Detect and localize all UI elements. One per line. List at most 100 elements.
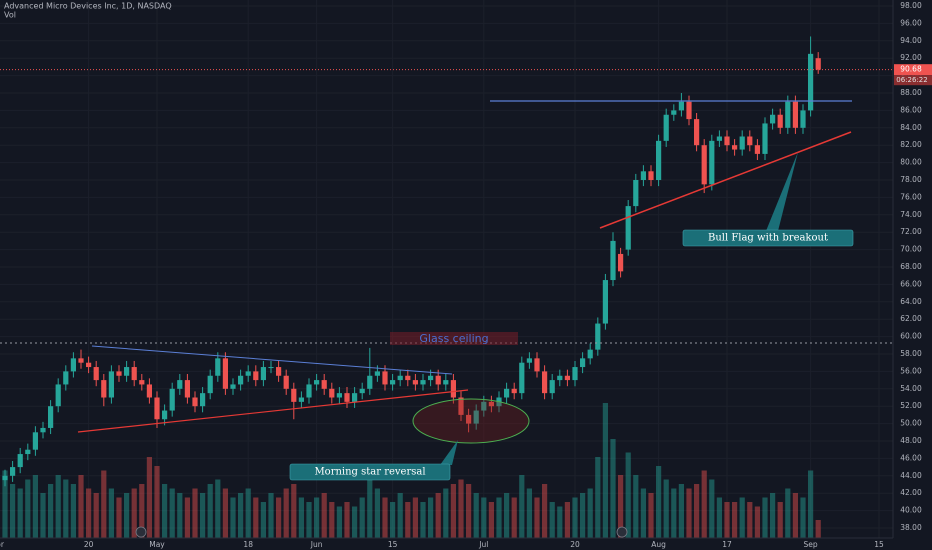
volume-bar (374, 488, 380, 538)
volume-bar (808, 470, 814, 538)
volume-bar (238, 493, 244, 538)
volume-bar (192, 488, 198, 538)
volume-bar (511, 497, 517, 538)
candle-body (663, 114, 669, 141)
candle-body (678, 101, 684, 111)
y-tick-label: 60.00 (900, 332, 922, 341)
volume-bar (754, 506, 760, 538)
candle-body (640, 171, 646, 180)
volume-bar (93, 493, 99, 538)
volume-bar (359, 497, 365, 538)
event-marker[interactable] (135, 526, 147, 538)
y-tick-label: 40.00 (900, 506, 922, 515)
last-price-box (894, 64, 932, 76)
candle-body (481, 401, 487, 411)
volume-bar (207, 484, 213, 538)
y-tick-label: 48.00 (900, 436, 922, 445)
trend-line (77, 389, 469, 433)
volume-bar (762, 497, 768, 538)
candle-body (192, 397, 198, 407)
candle-body (131, 367, 137, 381)
volume-bar (542, 484, 548, 538)
y-tick-label: 54.00 (900, 384, 922, 393)
candle-body (291, 388, 297, 402)
volume-pane (2, 403, 821, 538)
candle-body (412, 380, 418, 385)
volume-bar (268, 493, 274, 538)
candle-body (367, 375, 373, 389)
candle-body (238, 375, 244, 385)
candle-body (450, 380, 456, 398)
candle-body (587, 349, 593, 359)
volume-bar (701, 470, 707, 538)
volume-bar (534, 497, 540, 538)
candle-body (55, 384, 61, 407)
x-tick-label: May (149, 540, 165, 549)
y-tick-label: 80.00 (900, 158, 922, 167)
candle-body (443, 380, 449, 385)
event-marker[interactable] (616, 526, 628, 538)
candle-body (321, 380, 327, 389)
volume-bar (245, 488, 251, 538)
volume-bar (625, 452, 631, 538)
annotation-box (289, 463, 451, 481)
candle-body (336, 393, 342, 398)
volume-bar (253, 497, 259, 538)
candle-body (177, 380, 183, 389)
volume-bar (640, 488, 646, 538)
annotation: Glass ceiling (419, 332, 488, 345)
volume-bar (412, 497, 418, 538)
candle-body (557, 375, 563, 381)
volume-bar (747, 502, 753, 538)
volume-bar (587, 488, 593, 538)
y-tick-label: 38.00 (900, 523, 922, 532)
candle-body (466, 414, 472, 424)
candle-body (200, 393, 206, 407)
volume-bar (101, 470, 107, 538)
volume-label: Vol (4, 11, 16, 20)
y-tick-label: 42.00 (900, 488, 922, 497)
volume-bar (770, 493, 776, 538)
y-tick-label: 84.00 (900, 123, 922, 132)
volume-bar (473, 493, 479, 538)
volume-bar (184, 497, 190, 538)
candle-body (352, 393, 358, 402)
volume-bar (390, 502, 396, 538)
volume-bar (260, 502, 266, 538)
candle-body (633, 180, 639, 207)
volume-bar (40, 493, 46, 538)
volume-bar (10, 484, 16, 538)
candle-body (405, 375, 411, 381)
candle-body (169, 388, 175, 411)
volume-bar (496, 497, 502, 538)
y-tick-label: 50.00 (900, 419, 922, 428)
volume-bar (291, 484, 297, 538)
volume-bar (352, 506, 358, 538)
candle-body (511, 388, 517, 394)
volume-bar (276, 497, 282, 538)
volume-bar (63, 479, 69, 538)
candle-body (397, 375, 403, 381)
volume-bar (519, 475, 525, 538)
volume-bar (139, 484, 145, 538)
volume-bar (724, 502, 730, 538)
volume-bar (458, 479, 464, 538)
volume-bar (656, 466, 662, 538)
volume-bar (230, 497, 236, 538)
x-tick-label: Sep (804, 540, 818, 549)
volume-bar (694, 484, 700, 538)
volume-bar (17, 488, 23, 538)
volume-bar (329, 502, 335, 538)
callout-pointer (440, 440, 458, 465)
candle-body (2, 475, 8, 481)
volume-bar (564, 502, 570, 538)
annotation-box (682, 229, 854, 247)
candle-body (800, 110, 806, 128)
y-tick-label: 68.00 (900, 262, 922, 271)
y-tick-label: 94.00 (900, 36, 922, 45)
candle-body (184, 380, 190, 398)
candle-body (526, 358, 532, 363)
volume-bar (215, 479, 221, 538)
